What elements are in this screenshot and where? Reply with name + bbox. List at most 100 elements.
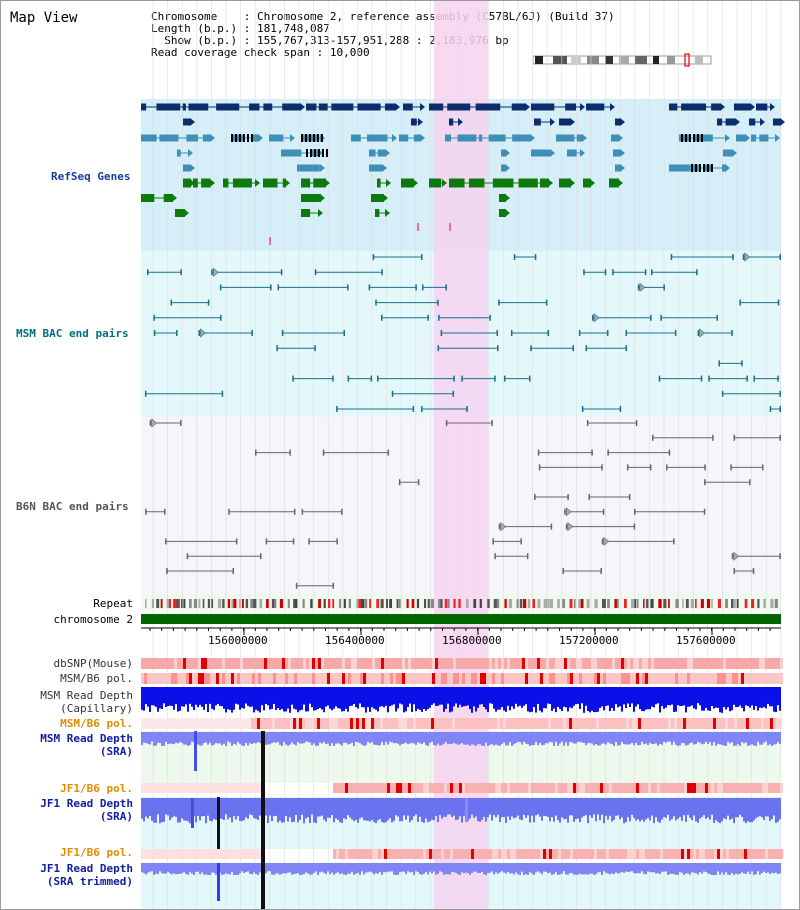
gene-exon <box>306 103 317 111</box>
heat-cell <box>555 783 558 793</box>
heat-cell <box>545 718 548 729</box>
heat-cell <box>492 673 495 684</box>
depth-bar <box>523 863 525 875</box>
marker <box>449 223 451 231</box>
depth-bar <box>209 863 211 875</box>
bac-end <box>592 314 594 321</box>
msm-bac-label: MSM BAC end pairs <box>16 327 129 340</box>
depth-bar <box>437 798 439 823</box>
depth-bar <box>147 798 149 819</box>
depth-bar <box>239 732 241 744</box>
gene-exon <box>681 103 707 111</box>
depth-bar <box>239 798 241 821</box>
heat-cell <box>390 783 393 793</box>
depth-bar <box>477 863 479 873</box>
depth-bar <box>515 732 517 744</box>
depth-bar <box>409 798 411 823</box>
repeat-element <box>717 599 721 608</box>
heat-cell <box>567 849 570 859</box>
heat-cell <box>384 849 387 859</box>
heat-cell <box>345 849 348 859</box>
depth-bar <box>143 798 145 822</box>
bac-end <box>421 284 424 291</box>
depth-bar <box>155 798 157 823</box>
bac-end <box>550 523 553 530</box>
gene-arrow <box>525 103 530 111</box>
depth-bar <box>285 687 287 712</box>
depth-bar <box>291 732 293 743</box>
depth-bar <box>749 732 751 746</box>
heat-cell <box>416 718 419 729</box>
depth-bar <box>615 687 617 705</box>
depth-bar <box>603 687 605 711</box>
depth-bar <box>387 863 389 872</box>
depth-bar <box>565 687 567 708</box>
chromosome-ideogram[interactable] <box>531 53 716 67</box>
heat-cell <box>495 673 498 684</box>
exon-tick <box>695 164 697 172</box>
depth-bar <box>381 798 383 823</box>
bac-end <box>652 434 654 441</box>
heat-cell <box>645 783 648 793</box>
depth-bar <box>429 732 431 743</box>
depth-bar <box>753 798 755 821</box>
depth-bar <box>525 863 527 875</box>
heat-cell <box>360 783 363 793</box>
depth-bar <box>415 732 417 745</box>
depth-bar <box>367 687 369 708</box>
heat-cell <box>542 718 545 729</box>
depth-bar <box>713 798 715 823</box>
gene-exon <box>313 178 326 188</box>
heat-cell <box>480 849 483 859</box>
depth-bar <box>613 687 615 711</box>
bac-end <box>398 479 401 486</box>
heat-cell <box>234 658 237 669</box>
heat-cell <box>690 658 693 669</box>
depth-bar <box>725 798 727 820</box>
heat-cell <box>768 783 771 793</box>
depth-bar <box>705 732 707 742</box>
heat-cell <box>702 673 705 684</box>
depth-bar <box>235 798 237 820</box>
depth-bar <box>451 863 453 873</box>
depth-bar <box>211 798 213 822</box>
depth-bar <box>177 687 179 712</box>
heat-cell <box>192 658 195 669</box>
gene-arrow <box>382 164 387 172</box>
heat-cell <box>561 849 564 859</box>
depth-bar <box>209 687 211 704</box>
depth-bar <box>609 687 611 712</box>
depth-bar <box>355 687 357 708</box>
bac-end <box>336 538 338 545</box>
depth-bar <box>725 732 727 746</box>
bac-end <box>295 582 298 589</box>
depth-bar <box>215 863 217 875</box>
depth-bar <box>295 863 297 874</box>
heat-cell <box>693 658 696 669</box>
heat-cell <box>668 718 671 729</box>
heat-cell <box>357 673 360 684</box>
heat-cell <box>536 718 539 729</box>
heat-cell <box>294 658 297 669</box>
depth-bar <box>617 687 619 708</box>
depth-bar <box>579 863 581 874</box>
depth-bar <box>635 687 637 707</box>
depth-bar <box>715 732 717 746</box>
depth-bar <box>513 863 515 875</box>
repeat-element <box>757 599 760 608</box>
depth-bar <box>741 732 743 743</box>
repeat-element <box>411 599 415 608</box>
depth-bar <box>235 732 237 745</box>
heat-cell <box>747 783 750 793</box>
depth-bar <box>237 687 239 705</box>
heat-cell <box>549 849 552 859</box>
depth-bar <box>209 798 211 821</box>
depth-spike <box>465 798 468 822</box>
depth-bar <box>705 687 707 708</box>
depth-bar <box>667 798 669 815</box>
depth-bar <box>269 732 271 745</box>
heat-cell <box>729 783 732 793</box>
depth-bar <box>649 798 651 821</box>
depth-bar <box>155 687 157 707</box>
